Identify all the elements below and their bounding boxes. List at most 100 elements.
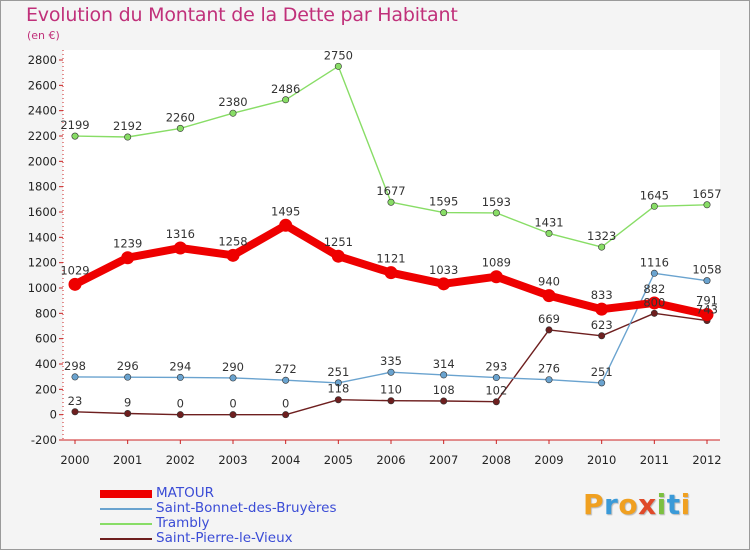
- legend-label: Saint-Bonnet-des-Bruyères: [156, 500, 337, 516]
- legend-label: Trambly: [156, 515, 210, 531]
- data-point: [334, 62, 342, 70]
- chart-unit-label: (en €): [27, 29, 60, 42]
- y-tick-label: -200: [31, 433, 57, 447]
- data-label: 623: [591, 318, 613, 332]
- data-label: 0: [282, 397, 289, 411]
- legend-swatch: [100, 522, 152, 525]
- data-point: [282, 376, 290, 384]
- legend-label: MATOUR: [156, 485, 214, 501]
- data-label: 9: [124, 396, 131, 410]
- data-point: [121, 251, 135, 265]
- data-point: [124, 410, 132, 418]
- x-tick-label: 2004: [271, 453, 300, 467]
- data-point: [71, 408, 79, 416]
- chart-title: Evolution du Montant de la Dette par Hab…: [26, 4, 458, 26]
- data-label: 276: [538, 362, 560, 376]
- data-point: [595, 302, 609, 316]
- data-point: [124, 133, 132, 141]
- y-tick-label: 1000: [28, 281, 57, 295]
- data-point: [703, 277, 711, 285]
- data-label: 1058: [692, 263, 721, 277]
- data-point: [492, 398, 500, 406]
- data-point: [334, 396, 342, 404]
- data-label: 1677: [376, 184, 405, 198]
- logo-letter: P: [583, 488, 605, 521]
- data-point: [647, 296, 661, 310]
- x-tick-label: 2002: [166, 453, 195, 467]
- data-label: 669: [538, 312, 560, 326]
- data-label: 1029: [60, 263, 89, 277]
- data-label: 118: [327, 382, 349, 396]
- y-tick-label: 1600: [28, 205, 57, 219]
- data-label: 1595: [429, 195, 458, 209]
- data-label: 2750: [324, 48, 353, 62]
- data-point: [437, 277, 451, 291]
- data-label: 251: [327, 365, 349, 379]
- data-label: 335: [380, 354, 402, 368]
- data-point: [387, 368, 395, 376]
- data-label: 1657: [692, 187, 721, 201]
- data-label: 1431: [534, 215, 563, 229]
- data-label: 1495: [271, 204, 300, 218]
- data-point: [598, 243, 606, 251]
- data-point: [229, 374, 237, 382]
- plot-area: [63, 50, 720, 440]
- data-label: 1645: [640, 188, 669, 202]
- data-label: 1251: [324, 235, 353, 249]
- data-label: 272: [275, 362, 297, 376]
- data-label: 0: [177, 397, 184, 411]
- data-label: 882: [643, 282, 665, 296]
- data-point: [331, 249, 345, 263]
- data-point: [545, 376, 553, 384]
- data-point: [598, 379, 606, 387]
- logo-letter: t: [666, 488, 681, 521]
- x-tick-label: 2008: [482, 453, 511, 467]
- x-tick-label: 2006: [376, 453, 405, 467]
- data-point: [650, 269, 658, 277]
- x-tick-label: 2003: [218, 453, 247, 467]
- data-label: 940: [538, 275, 560, 289]
- data-label: 296: [117, 359, 139, 373]
- y-tick-label: 200: [35, 382, 57, 396]
- legend-swatch: [100, 507, 152, 510]
- data-point: [492, 374, 500, 382]
- x-tick-label: 2005: [324, 453, 353, 467]
- data-label: 2192: [113, 119, 142, 133]
- chart-legend: MATOUR Saint-Bonnet-des-Bruyères Trambly Sa…: [100, 486, 337, 546]
- legend-item: MATOUR: [100, 486, 337, 501]
- data-label: 294: [169, 359, 191, 373]
- data-label: 108: [433, 383, 455, 397]
- data-point: [229, 411, 237, 419]
- x-tick-label: 2009: [534, 453, 563, 467]
- data-point: [176, 373, 184, 381]
- data-label: 23: [68, 394, 83, 408]
- y-tick-label: 2200: [28, 129, 57, 143]
- data-label: 743: [696, 303, 718, 317]
- proxiti-logo: Proxiti: [583, 488, 691, 521]
- data-point: [598, 332, 606, 340]
- data-label: 833: [591, 288, 613, 302]
- data-label: 251: [591, 365, 613, 379]
- data-point: [650, 202, 658, 210]
- data-point: [545, 229, 553, 237]
- data-point: [226, 248, 240, 262]
- y-tick-label: 0: [50, 408, 57, 422]
- y-tick-label: 1200: [28, 256, 57, 270]
- data-point: [489, 270, 503, 284]
- logo-letter: x: [638, 488, 657, 521]
- data-point: [387, 198, 395, 206]
- data-point: [334, 379, 342, 387]
- data-label: 1121: [376, 252, 405, 266]
- legend-item: Saint-Bonnet-des-Bruyères: [100, 501, 337, 516]
- data-point: [700, 307, 714, 321]
- data-point: [124, 373, 132, 381]
- data-label: 1239: [113, 237, 142, 251]
- logo-letter: i: [656, 488, 667, 521]
- data-point: [545, 326, 553, 334]
- data-label: 1116: [640, 255, 669, 269]
- x-tick-label: 2007: [429, 453, 458, 467]
- data-label: 1593: [482, 195, 511, 209]
- data-point: [440, 209, 448, 217]
- y-tick-label: 1400: [28, 230, 57, 244]
- data-point: [542, 289, 556, 303]
